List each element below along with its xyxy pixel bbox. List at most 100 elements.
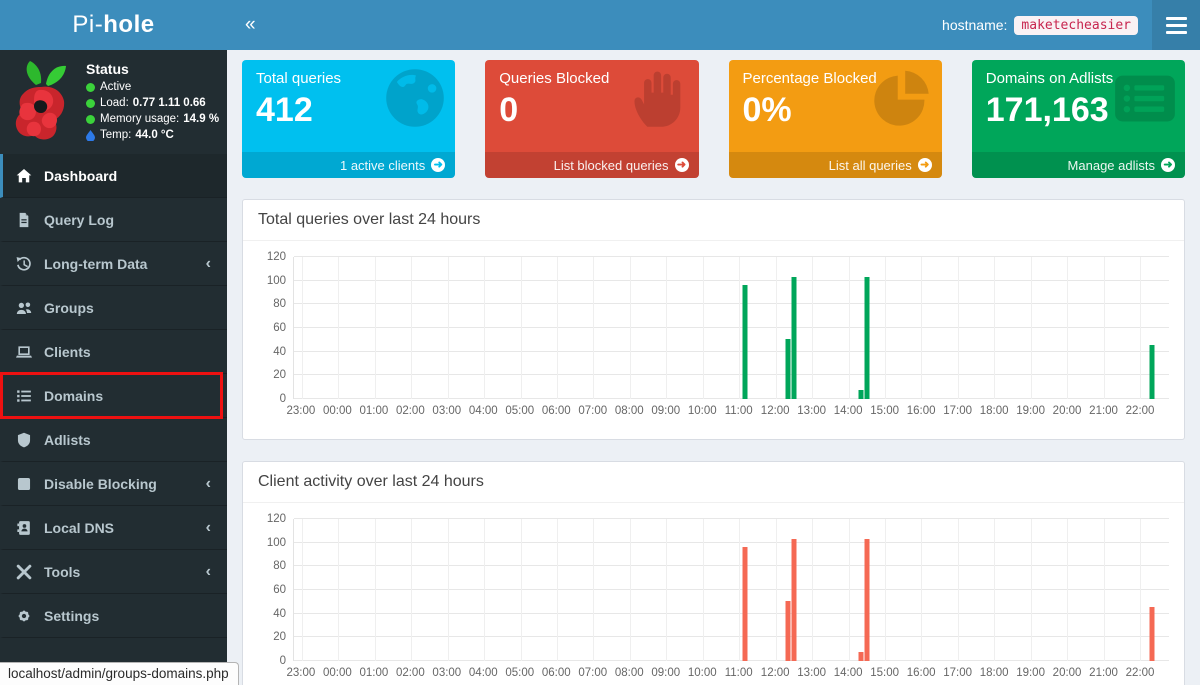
y-gridline	[294, 374, 1169, 376]
y-gridline	[294, 518, 1169, 519]
shield-icon	[16, 432, 32, 448]
x-gridline	[484, 257, 486, 399]
card-value: 0%	[742, 91, 792, 129]
sidebar-item-clients[interactable]: Clients	[0, 330, 227, 374]
x-gridline	[411, 519, 413, 661]
sidebar-item-label: Tools	[44, 563, 81, 580]
status-row-active: Active	[86, 79, 219, 95]
sidebar-item-query-log[interactable]: Query Log	[0, 198, 227, 242]
x-gridline	[301, 257, 303, 399]
sidebar-item-label: Disable Blocking	[44, 475, 157, 492]
sidebar-item-disable-blocking[interactable]: Disable Blocking ‹	[0, 462, 227, 506]
x-gridline	[374, 519, 376, 661]
y-gridline	[294, 589, 1169, 590]
x-gridline	[812, 257, 814, 399]
pie-chart-icon	[874, 70, 929, 126]
x-axis-tick: 04:00	[468, 405, 498, 417]
hand-icon	[633, 71, 680, 127]
total-queries-chart[interactable]: 0 20 40 60 80 100 120 23:00 00:00 01:00 02:00 03:0…	[243, 241, 1184, 439]
chart-bar	[791, 539, 797, 661]
address-book-icon	[16, 520, 32, 536]
card-total-queries[interactable]: Total queries 412 1 active clients ➜	[242, 60, 456, 178]
status-label: Memory usage:	[100, 113, 180, 125]
chart-bar	[785, 338, 791, 399]
x-axis-tick: 15:00	[870, 667, 900, 679]
pihole-raspberry-logo-icon	[15, 61, 66, 140]
status-title: Status	[86, 61, 129, 77]
status-label: Temp:	[100, 129, 132, 141]
chevron-left-icon: ‹	[205, 518, 211, 536]
card-domains-on-adlists[interactable]: Domains on Adlists 171,163 Manage adlists ➜	[971, 60, 1185, 178]
home-icon	[16, 168, 32, 184]
hamburger-menu-button[interactable]	[1152, 0, 1200, 50]
chart-title: Total queries over last 24 hours	[243, 200, 1184, 241]
sidebar-item-local-dns[interactable]: Local DNS ‹	[0, 506, 227, 550]
x-gridline	[957, 257, 959, 399]
chart-bar	[742, 547, 748, 661]
x-axis-tick: 08:00	[614, 667, 644, 679]
card-footer-link[interactable]: List all queries ➜	[728, 152, 942, 178]
x-axis-tick: 17:00	[943, 667, 972, 679]
tools-icon	[16, 564, 32, 580]
x-gridline	[593, 257, 595, 399]
status-value: 0.77 1.11 0.66	[132, 97, 206, 109]
x-gridline	[1067, 257, 1069, 399]
card-footer-link[interactable]: 1 active clients ➜	[242, 152, 456, 178]
card-title: Queries Blocked	[499, 70, 610, 87]
y-axis-tick: 0	[279, 655, 286, 667]
chevron-left-icon: ‹	[205, 474, 211, 492]
x-axis-tick: 19:00	[1016, 667, 1045, 679]
x-axis-tick: 02:00	[395, 667, 425, 679]
x-gridline	[1067, 519, 1069, 661]
x-axis-tick: 17:00	[943, 405, 972, 417]
y-axis-tick: 40	[273, 607, 286, 620]
file-icon	[16, 212, 32, 228]
x-axis-tick: 10:00	[687, 405, 717, 417]
card-value: 171,163	[985, 91, 1109, 129]
x-gridline	[447, 519, 449, 661]
status-label: Active	[100, 81, 132, 93]
app-logo[interactable]: Pi-hole	[0, 0, 227, 50]
x-axis-tick: 04:00	[468, 667, 498, 679]
x-gridline	[1140, 519, 1142, 661]
x-axis-tick: 01:00	[359, 667, 389, 679]
x-gridline	[739, 257, 741, 399]
x-axis-tick: 14:00	[833, 667, 863, 679]
sidebar-collapse-button[interactable]: «	[245, 14, 256, 35]
x-axis-tick: 20:00	[1052, 667, 1082, 679]
browser-status-url: localhost/admin/groups-domains.php	[0, 662, 239, 685]
sidebar-item-label: Adlists	[44, 431, 91, 448]
card-queries-blocked[interactable]: Queries Blocked 0 List blocked queries ➜	[485, 60, 699, 178]
sidebar-item-tools[interactable]: Tools ‹	[0, 550, 227, 594]
x-gridline	[775, 519, 777, 661]
card-footer-link[interactable]: List blocked queries ➜	[485, 152, 699, 178]
x-axis-tick: 05:00	[505, 405, 535, 417]
x-axis-tick: 06:00	[541, 405, 571, 417]
chart-bar	[1149, 344, 1155, 399]
y-gridline	[294, 256, 1169, 257]
laptop-icon	[16, 344, 32, 360]
sidebar-item-domains[interactable]: Domains	[0, 372, 227, 419]
x-axis-tick: 23:00	[286, 667, 316, 679]
x-axis-tick: 12:00	[760, 405, 790, 417]
brand-pre: Pi-	[72, 11, 104, 38]
navbar: « hostname: maketecheasier	[227, 0, 1200, 50]
card-footer-link[interactable]: Manage adlists ➜	[971, 152, 1185, 178]
sidebar-item-settings[interactable]: Settings	[0, 594, 227, 638]
status-label: Load:	[100, 97, 129, 109]
sidebar-item-adlists[interactable]: Adlists	[0, 418, 227, 462]
x-axis-tick: 01:00	[359, 405, 389, 417]
x-gridline	[1140, 257, 1142, 399]
client-activity-chart[interactable]: 0 20 40 60 80 100 120 23:00 00:00 01:00 02:00 03:0…	[243, 503, 1184, 685]
chart-title: Client activity over last 24 hours	[243, 462, 1184, 503]
x-axis-tick: 22:00	[1125, 667, 1155, 679]
x-gridline	[666, 519, 668, 661]
sidebar-item-groups[interactable]: Groups	[0, 286, 227, 330]
sidebar-item-long-term-data[interactable]: Long-term Data ‹	[0, 242, 227, 286]
x-axis-tick: 03:00	[432, 405, 462, 417]
x-gridline	[812, 519, 814, 661]
x-gridline	[374, 257, 376, 399]
x-axis-tick: 15:00	[870, 405, 900, 417]
sidebar-item-dashboard[interactable]: Dashboard	[0, 154, 227, 198]
card-percentage-blocked[interactable]: Percentage Blocked 0% List all queries ➜	[728, 60, 942, 178]
